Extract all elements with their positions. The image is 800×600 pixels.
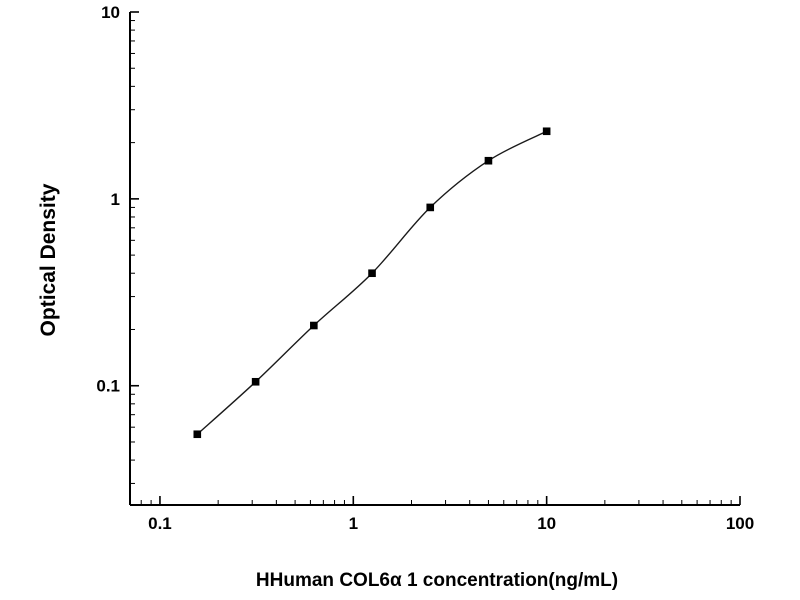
x-tick-label: 100 — [726, 514, 754, 533]
data-point-marker — [310, 321, 318, 330]
data-point-marker — [426, 203, 435, 212]
data-point-marker — [193, 430, 202, 439]
data-point-marker — [251, 377, 260, 386]
data-point-marker — [368, 269, 376, 278]
y-axis-title: Optical Density — [37, 183, 60, 336]
x-axis-title: HHuman COL6α 1 concentration(ng/mL) — [256, 570, 618, 591]
data-point-marker — [484, 156, 493, 165]
x-tick-label: 0.1 — [148, 514, 172, 533]
y-tick-label: 1 — [111, 190, 120, 209]
y-tick-label: 0.1 — [96, 377, 120, 396]
y-tick-label: 10 — [101, 3, 120, 22]
x-tick-label: 10 — [537, 514, 556, 533]
data-point-marker — [542, 127, 551, 136]
x-tick-label: 1 — [349, 514, 358, 533]
fit-curve — [196, 130, 548, 435]
